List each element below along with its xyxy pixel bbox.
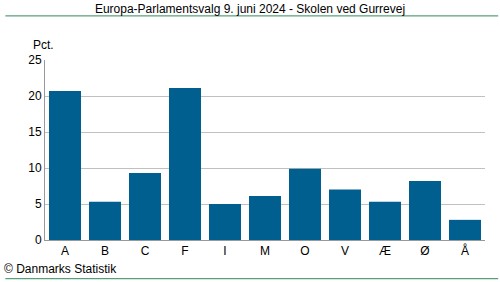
svg-text:15: 15 — [28, 125, 42, 139]
svg-text:V: V — [341, 244, 349, 258]
svg-text:Europa-Parlamentsvalg 9. juni: Europa-Parlamentsvalg 9. juni 2024 - Sko… — [95, 2, 405, 16]
svg-text:10: 10 — [28, 161, 42, 175]
svg-text:Æ: Æ — [379, 244, 391, 258]
svg-text:B: B — [101, 244, 109, 258]
svg-text:Ø: Ø — [420, 244, 429, 258]
svg-text:A: A — [61, 244, 69, 258]
svg-text:Å: Å — [461, 243, 469, 258]
svg-text:© Danmarks Statistik: © Danmarks Statistik — [4, 262, 117, 276]
svg-text:I: I — [223, 244, 226, 258]
svg-text:M: M — [260, 244, 270, 258]
svg-text:20: 20 — [28, 89, 42, 103]
svg-text:F: F — [181, 244, 188, 258]
svg-text:5: 5 — [35, 197, 42, 211]
svg-text:Pct.: Pct. — [33, 38, 54, 52]
svg-text:O: O — [300, 244, 309, 258]
svg-text:C: C — [141, 244, 150, 258]
svg-text:0: 0 — [35, 233, 42, 247]
svg-text:25: 25 — [28, 53, 42, 67]
